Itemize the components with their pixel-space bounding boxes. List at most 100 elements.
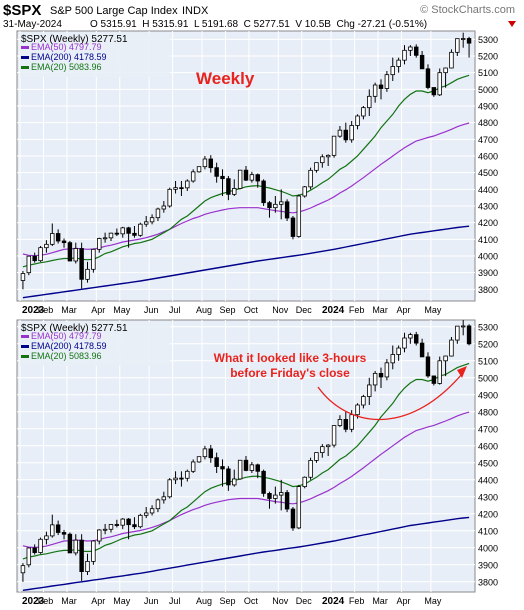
candlestick	[190, 169, 196, 183]
candlestick	[108, 524, 114, 533]
candlestick	[55, 520, 61, 536]
legend-ema200-upper: EMA(200) 4178.59	[31, 52, 107, 62]
y-tick-label: 4500	[478, 458, 498, 468]
candle-body	[120, 518, 125, 526]
x-tick-label: Dec	[296, 596, 313, 606]
candle-body	[425, 68, 431, 88]
candlestick	[61, 238, 67, 248]
candle-body	[196, 456, 202, 463]
candlestick	[255, 173, 260, 188]
candle-body	[419, 342, 425, 358]
candle-body	[378, 372, 384, 378]
candle-body	[320, 446, 325, 453]
candle-body	[226, 178, 231, 195]
candle-body	[331, 135, 337, 156]
candle-body	[267, 202, 272, 209]
x-tick-label: May	[113, 305, 131, 315]
candle-body	[237, 459, 243, 480]
x-tick-label: 2024	[322, 305, 345, 316]
candle-body	[284, 492, 290, 510]
candlestick	[126, 518, 131, 540]
y-tick-label: 5100	[478, 68, 498, 78]
candlestick	[279, 189, 284, 220]
ema200-line-upper	[22, 225, 470, 299]
legend-lower: $SPX (Weekly) 5277.51 EMA(50) 4797.79 EM…	[20, 322, 170, 366]
candle-body	[173, 187, 178, 190]
candle-body	[408, 334, 413, 339]
candlestick	[372, 82, 378, 103]
candle-body	[308, 460, 313, 478]
candlestick	[38, 537, 43, 554]
candle-body	[79, 539, 84, 573]
candle-body	[179, 477, 184, 480]
y-tick-label: 5300	[478, 35, 498, 45]
candlestick	[437, 356, 442, 385]
candlestick	[208, 444, 213, 463]
candle-body	[67, 533, 73, 554]
candlestick	[143, 507, 149, 519]
candle-body	[320, 156, 325, 164]
x-tick-label: Nov	[272, 305, 289, 315]
candle-body	[61, 532, 67, 535]
candle-body	[390, 354, 395, 364]
y-axis-labels-upper: 3800 3900 4000 4100 4200 4300 4400 4500 4600 4700…	[478, 35, 498, 295]
y-tick-label: 5000	[478, 85, 498, 95]
candlestick	[331, 425, 337, 448]
candlesticks-upper	[20, 32, 472, 290]
candlestick	[372, 371, 378, 392]
candlestick	[149, 214, 155, 225]
ticker-symbol: $SPX	[3, 2, 41, 19]
candlestick	[20, 563, 26, 582]
x-tick-label: Feb	[349, 596, 365, 606]
candle-body	[384, 74, 390, 89]
candlestick	[449, 337, 454, 357]
candlestick	[343, 122, 349, 143]
candle-body	[378, 84, 384, 89]
ema200-path	[22, 516, 470, 591]
candlestick	[402, 332, 407, 353]
candlestick	[185, 469, 190, 482]
candlestick	[296, 484, 302, 530]
candle-body	[55, 524, 61, 533]
candlestick	[226, 466, 231, 491]
candle-body	[355, 404, 360, 416]
candle-body	[343, 129, 349, 141]
candlestick	[325, 154, 331, 166]
candlestick	[149, 505, 155, 516]
candle-body	[361, 396, 366, 406]
candle-body	[173, 477, 178, 481]
x-tick-label: May	[113, 596, 131, 606]
weekly-annotation: Weekly	[196, 69, 255, 88]
note-line-2: before Friday's close	[230, 366, 350, 380]
candlestick	[102, 524, 108, 535]
candlestick	[314, 162, 319, 173]
ema20-path	[22, 362, 470, 560]
candle-body	[443, 355, 448, 362]
candlestick	[44, 240, 49, 253]
candlestick	[302, 186, 307, 198]
candlestick	[290, 507, 296, 531]
x-tick-label: Sep	[219, 596, 235, 606]
candlestick	[431, 375, 437, 386]
candle-body	[437, 360, 442, 384]
legend-swatch-ema50-lower	[21, 335, 29, 338]
candlestick	[414, 331, 419, 346]
candlestick	[466, 324, 472, 346]
legend-swatch-ema200-upper	[21, 56, 29, 59]
candlestick	[232, 179, 237, 196]
candle-body	[337, 129, 343, 137]
y-tick-label: 4900	[478, 390, 498, 400]
candlestick	[55, 229, 61, 244]
candle-body	[255, 464, 260, 472]
candlestick	[460, 320, 466, 336]
candle-body	[167, 188, 172, 207]
y-axis-labels-lower: 3800 3900 4000 4100 4200 4300 4400 4500 4600 4700…	[478, 322, 498, 587]
candlestick	[396, 345, 401, 361]
candlestick	[437, 68, 442, 96]
x-tick-label: Jun	[144, 305, 159, 315]
candlestick	[343, 411, 349, 433]
ticker-exchange: INDX	[182, 5, 209, 17]
candle-body	[32, 255, 37, 262]
candlestick	[296, 194, 302, 238]
candlestick	[408, 45, 413, 56]
